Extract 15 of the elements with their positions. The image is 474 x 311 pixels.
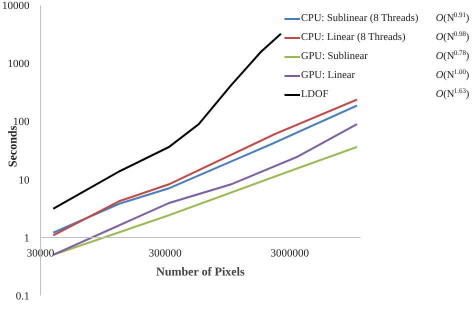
legend-label: CPU: Sublinear (8 Threads)	[301, 12, 418, 26]
y-tick-label: 1000	[7, 58, 30, 70]
y-tick-label: 0.1	[16, 290, 30, 302]
x-tick-label: 30000	[26, 247, 55, 260]
legend-label: LDOF	[301, 88, 328, 102]
x-tick-label: 300000	[148, 247, 182, 260]
legend-label: CPU: Linear (8 Threads)	[301, 30, 406, 44]
y-axis-title: Seconds	[6, 125, 20, 168]
legend-label: GPU: Linear	[301, 68, 355, 82]
y-tick-label: 10000	[2, 0, 30, 12]
y-tick-label: 1	[24, 232, 30, 244]
y-tick-label: 10	[18, 174, 30, 186]
x-axis-title: Number of Pixels	[156, 264, 245, 278]
x-tick-label: 3000000	[270, 247, 310, 260]
legend-label: GPU: Sublinear	[301, 50, 368, 64]
